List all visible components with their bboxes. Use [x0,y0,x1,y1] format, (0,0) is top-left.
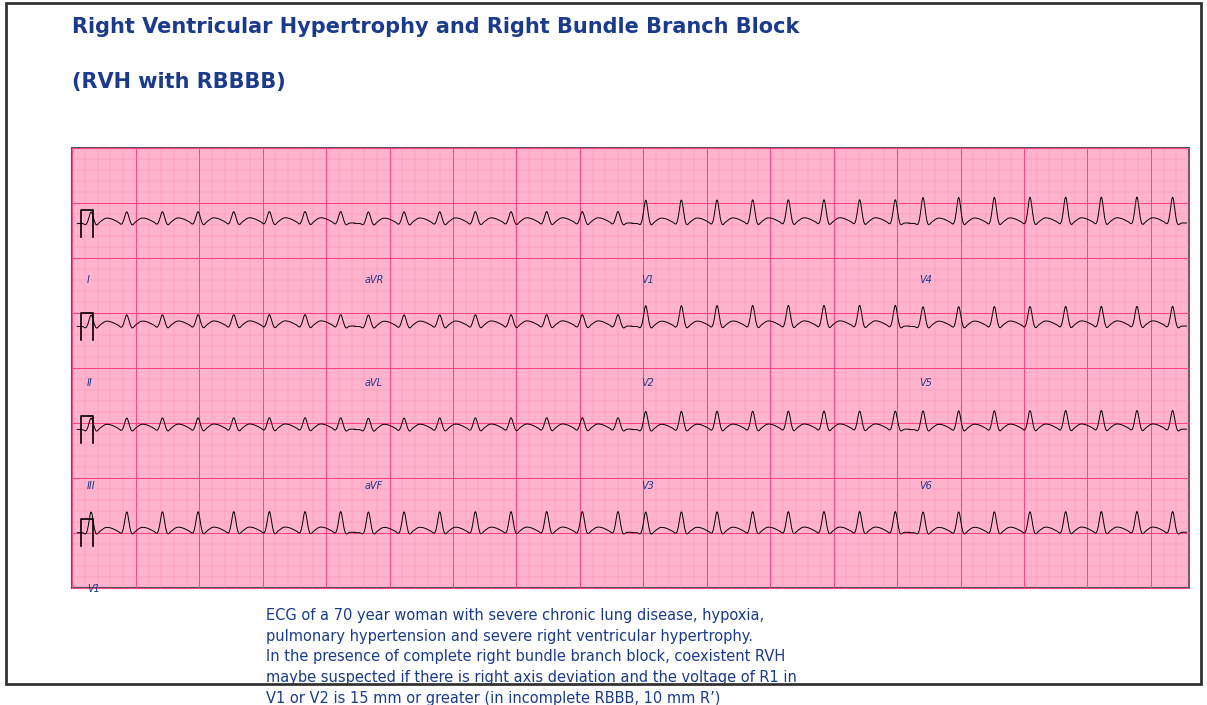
Text: V2: V2 [642,378,654,388]
Text: V1 or V2 is 15 mm or greater (in incomplete RBBB, 10 mm R’): V1 or V2 is 15 mm or greater (in incompl… [266,691,719,705]
Text: aVL: aVL [365,378,383,388]
Text: pulmonary hypertension and severe right ventricular hypertrophy.: pulmonary hypertension and severe right … [266,629,752,644]
Text: V4: V4 [919,275,932,285]
Text: V5: V5 [919,378,932,388]
Text: V1: V1 [642,275,654,285]
Text: V3: V3 [642,481,654,491]
Text: I: I [87,275,89,285]
Text: V1: V1 [87,584,100,594]
Text: (RVH with RBBBB): (RVH with RBBBB) [72,72,286,92]
Text: aVR: aVR [365,275,384,285]
Text: V6: V6 [919,481,932,491]
Text: maybe suspected if there is right axis deviation and the voltage of R1 in: maybe suspected if there is right axis d… [266,670,797,685]
Text: Right Ventricular Hypertrophy and Right Bundle Branch Block: Right Ventricular Hypertrophy and Right … [72,17,800,37]
Text: ECG of a 70 year woman with severe chronic lung disease, hypoxia,: ECG of a 70 year woman with severe chron… [266,608,764,623]
FancyBboxPatch shape [72,148,1189,588]
Text: In the presence of complete right bundle branch block, coexistent RVH: In the presence of complete right bundle… [266,649,785,665]
Text: aVF: aVF [365,481,383,491]
Text: II: II [87,378,93,388]
Text: III: III [87,481,95,491]
